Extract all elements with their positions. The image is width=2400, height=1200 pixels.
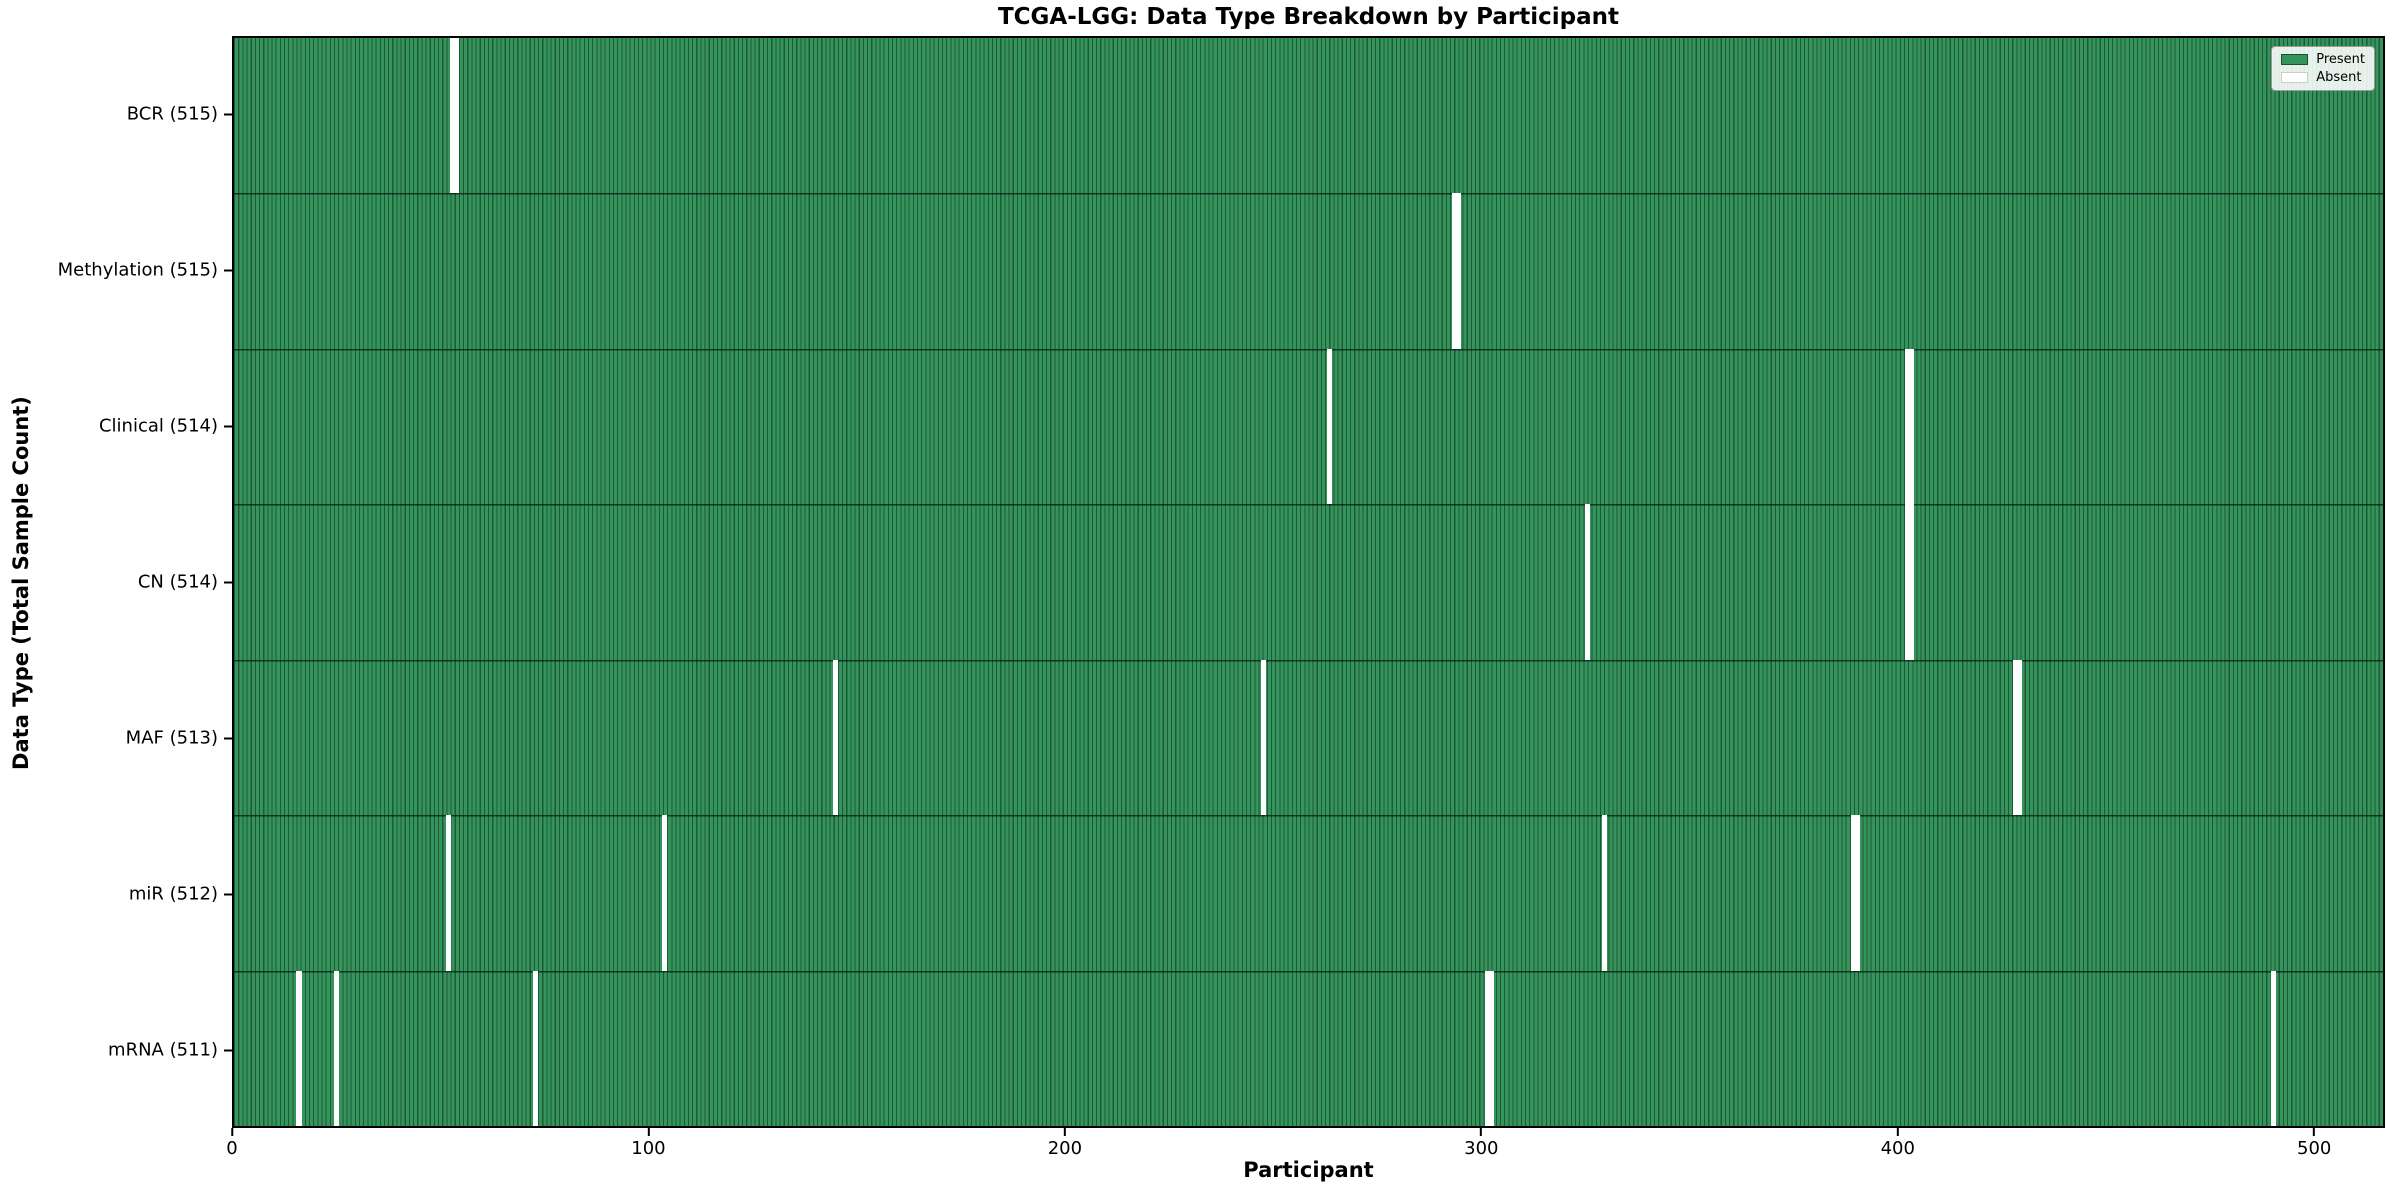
- absent-gap: [662, 815, 668, 971]
- x-tick-label: 100: [631, 1138, 666, 1159]
- plot-area: Present Absent: [232, 36, 2385, 1128]
- absent-gap: [832, 659, 838, 816]
- y-tick-mark: [224, 425, 232, 427]
- y-tick-label: Clinical (514): [98, 415, 218, 437]
- y-tick-mark: [224, 737, 232, 739]
- x-tick-500: 500: [2297, 1128, 2331, 1159]
- y-tick-Methylation: Methylation (515): [58, 260, 232, 281]
- y-tick-BCR: BCR (515): [127, 104, 232, 125]
- y-tick-CN: CN (514): [138, 572, 232, 593]
- y-tick-label: mRNA (511): [108, 1039, 218, 1061]
- absent-gap: [333, 970, 339, 1126]
- absent-gap: [1584, 504, 1591, 660]
- y-tick-miR: miR (512): [129, 884, 232, 905]
- y-tick-mark: [224, 1049, 232, 1051]
- legend-swatch-icon: [2281, 54, 2309, 65]
- legend-label: Absent: [2316, 70, 2362, 85]
- y-tick-mark: [224, 113, 232, 115]
- y-tick-label: MAF (513): [125, 727, 218, 749]
- absent-gap: [1327, 348, 1333, 505]
- x-tick-mark: [1063, 1128, 1066, 1136]
- absent-gap: [2270, 970, 2276, 1126]
- absent-gap: [1485, 970, 1495, 1126]
- x-tick-label: 500: [2297, 1138, 2332, 1159]
- y-tick-label: BCR (515): [126, 103, 218, 125]
- x-tick-300: 300: [1464, 1128, 1498, 1159]
- row-band-BCR: [234, 38, 2383, 194]
- row-band-Methylation: [234, 193, 2383, 349]
- legend: Present Absent: [2271, 46, 2375, 91]
- x-tick-mark: [1896, 1128, 1899, 1136]
- x-tick-mark: [230, 1128, 233, 1136]
- x-tick-100: 100: [631, 1128, 666, 1159]
- row-band-miR: [234, 815, 2383, 971]
- row-band-MAF: [234, 659, 2383, 816]
- absent-gap: [296, 970, 302, 1126]
- absent-gap: [1451, 193, 1462, 349]
- x-tick-label: 200: [1047, 1138, 1083, 1159]
- row-band-mRNA: [234, 970, 2383, 1126]
- absent-gap: [1904, 504, 1915, 660]
- absent-gap: [2013, 659, 2023, 816]
- absent-gap: [1904, 348, 1915, 505]
- legend-swatch-icon: [2281, 72, 2309, 83]
- legend-label: Present: [2316, 52, 2365, 67]
- x-tick-label: 300: [1464, 1138, 1499, 1159]
- x-tick-label: 400: [1880, 1138, 1915, 1159]
- x-tick-400: 400: [1881, 1128, 1915, 1159]
- x-tick-mark: [647, 1128, 650, 1136]
- absent-gap: [1260, 659, 1266, 816]
- y-tick-mark: [224, 581, 232, 583]
- x-tick-label: 0: [226, 1138, 238, 1159]
- legend-item-present: Present: [2281, 53, 2365, 66]
- chart-title: TCGA-LGG: Data Type Breakdown by Partici…: [997, 4, 1620, 30]
- legend-item-absent: Absent: [2281, 71, 2365, 84]
- x-tick-0: 0: [226, 1128, 238, 1159]
- y-axis-ticks: BCR (515) Methylation (515) Clinical (514)…: [0, 36, 232, 1128]
- y-tick-MAF: MAF (513): [126, 728, 232, 749]
- y-tick-mRNA: mRNA (511): [108, 1040, 232, 1061]
- y-tick-Clinical: Clinical (514): [99, 416, 232, 437]
- x-axis-label: Participant: [1243, 1158, 1374, 1182]
- x-tick-mark: [1480, 1128, 1483, 1136]
- row-band-CN: [234, 504, 2383, 660]
- absent-gap: [450, 38, 460, 194]
- absent-gap: [533, 970, 539, 1126]
- absent-gap: [1850, 815, 1861, 971]
- y-tick-mark: [224, 893, 232, 895]
- row-band-Clinical: [234, 348, 2383, 505]
- y-tick-label: CN (514): [137, 571, 218, 593]
- x-tick-200: 200: [1048, 1128, 1082, 1159]
- absent-gap: [445, 815, 452, 971]
- y-tick-label: Methylation (515): [57, 259, 218, 281]
- y-tick-mark: [224, 269, 232, 271]
- y-tick-label: miR (512): [128, 883, 218, 905]
- x-tick-mark: [2313, 1128, 2316, 1136]
- x-axis-ticks: 0 100 200 300 400 500: [226, 1128, 2385, 1164]
- absent-gap: [1601, 815, 1607, 971]
